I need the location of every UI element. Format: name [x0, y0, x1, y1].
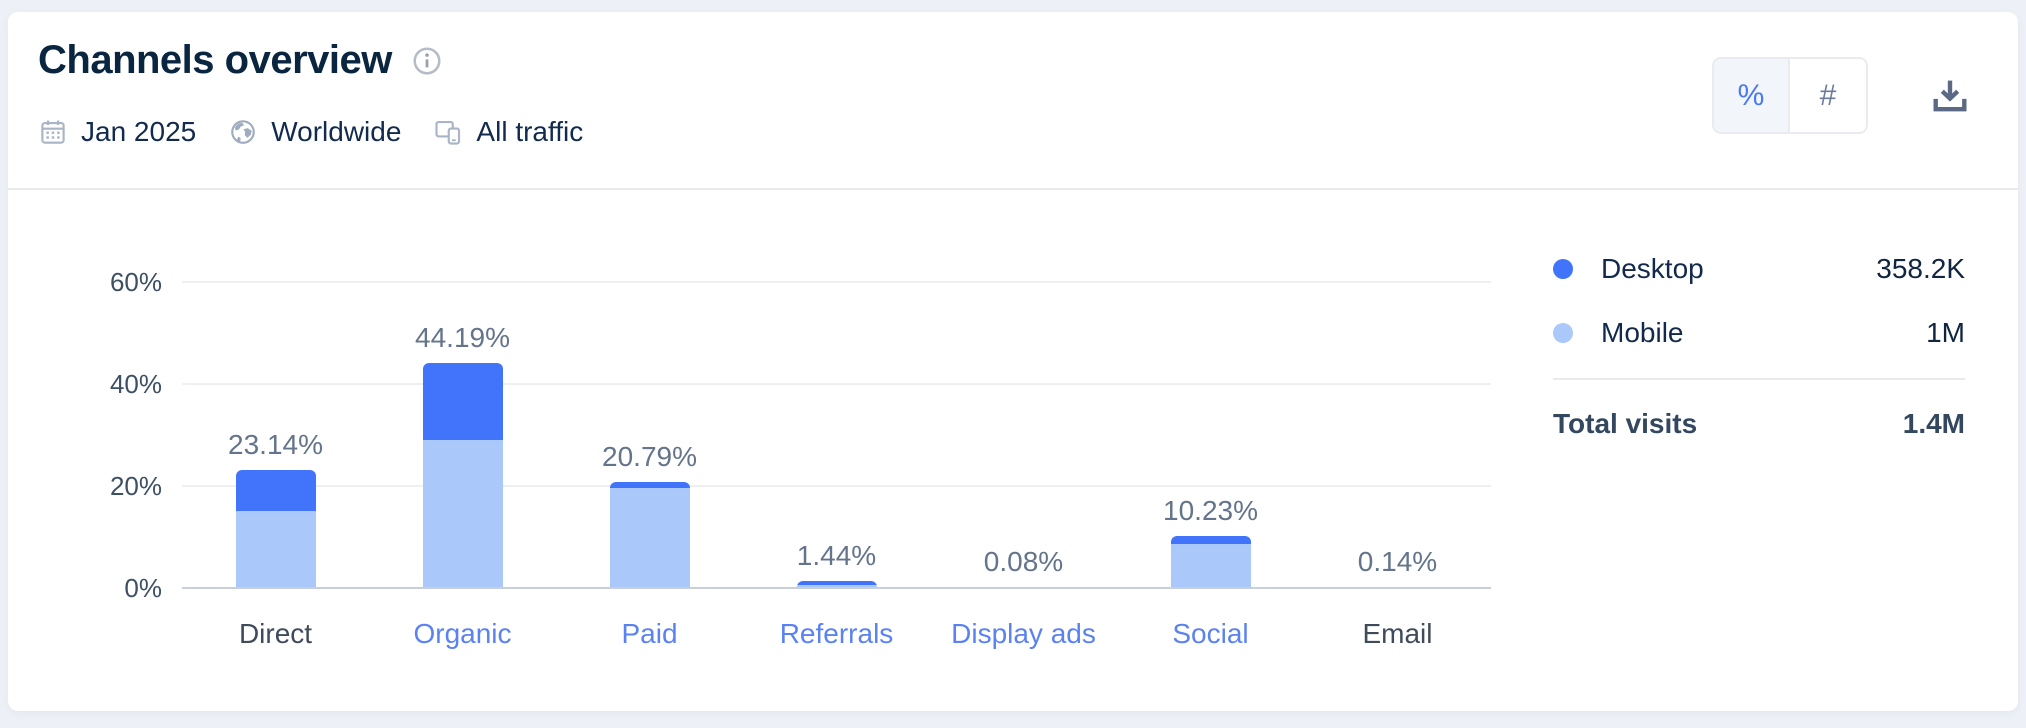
- bar-slot-organic: 44.19%: [369, 322, 556, 588]
- desktop-segment: [422, 362, 503, 440]
- bar-direct[interactable]: [235, 470, 316, 588]
- title-row: Channels overview: [38, 38, 444, 83]
- legend: Desktop 358.2K Mobile 1M Total visits 1.…: [1553, 250, 1965, 440]
- filter-traffic-label: All traffic: [476, 116, 584, 147]
- gridline-60: [182, 281, 1491, 283]
- bar-slot-referrals: 1.44%: [743, 540, 930, 588]
- category-label-display-ads[interactable]: Display ads: [951, 618, 1096, 649]
- filter-date: Jan 2025: [38, 116, 196, 148]
- plot-area: 23.14% 44.19% 20.79% 1.44% 0.08% 10.23% 0.14%: [182, 281, 1491, 589]
- card-header: Channels overview: [8, 12, 2018, 190]
- x-axis-labels: Direct Organic Paid Referrals Display ads Soc…: [182, 618, 1491, 654]
- legend-item-mobile: Mobile 1M: [1553, 314, 1965, 352]
- desktop-segment: [235, 470, 316, 511]
- channels-overview-card: Channels overview: [8, 12, 2018, 711]
- gridline-20: [182, 485, 1491, 487]
- mobile-segment: [235, 510, 316, 588]
- legend-label-desktop: Desktop: [1601, 253, 1704, 284]
- gridline-0: [182, 587, 1491, 589]
- category-label-email: Email: [1362, 618, 1433, 649]
- info-icon[interactable]: [410, 44, 444, 78]
- mobile-color-dot: [1553, 323, 1573, 343]
- bar-value-label-paid: 20.79%: [602, 440, 697, 472]
- filters-row: Jan 2025 Worldwide: [38, 116, 583, 148]
- y-tick-label: 20%: [109, 471, 162, 501]
- mobile-segment: [609, 488, 690, 588]
- mobile-segment: [796, 584, 877, 588]
- gridline-40: [182, 383, 1491, 385]
- bar-value-label-organic: 44.19%: [415, 321, 510, 353]
- number-toggle-button[interactable]: #: [1790, 59, 1866, 132]
- y-tick-label: 60%: [109, 267, 162, 297]
- category-label-referrals[interactable]: Referrals: [779, 618, 894, 649]
- filter-geo: Worldwide: [228, 116, 401, 148]
- category-label-social[interactable]: Social: [1172, 618, 1249, 649]
- category-label-paid[interactable]: Paid: [621, 618, 678, 649]
- bar-value-label-direct: 23.14%: [228, 429, 323, 460]
- bar-slot-social: 10.23%: [1117, 495, 1304, 588]
- total-visits-row: Total visits 1.4M: [1553, 408, 1965, 440]
- filter-geo-label: Worldwide: [271, 116, 402, 147]
- bar-slot-direct: 23.14%: [182, 429, 369, 588]
- mobile-segment: [1170, 543, 1251, 588]
- bar-organic[interactable]: [422, 362, 503, 588]
- bar-referrals[interactable]: [796, 580, 877, 588]
- bar-paid[interactable]: [609, 481, 690, 588]
- calendar-icon: [38, 117, 68, 147]
- bar-value-label-social: 10.23%: [1163, 494, 1258, 526]
- total-visits-label: Total visits: [1553, 408, 1698, 439]
- bar-slot-email: 0.14%: [1304, 546, 1491, 588]
- legend-value-mobile: 1M: [1926, 317, 1965, 348]
- bar-value-label-referrals: 1.44%: [796, 539, 877, 571]
- page-title: Channels overview: [38, 38, 392, 82]
- filter-date-label: Jan 2025: [81, 116, 197, 147]
- category-label-direct: Direct: [238, 618, 313, 649]
- desktop-segment: [796, 580, 877, 585]
- legend-divider: [1553, 378, 1965, 380]
- bar-value-label-display-ads: 0.08%: [983, 546, 1064, 577]
- total-visits-value: 1.4M: [1902, 408, 1965, 439]
- bar-slot-paid: 20.79%: [556, 441, 743, 588]
- percent-toggle-button[interactable]: %: [1714, 59, 1790, 132]
- info-icon-glyph: [413, 46, 441, 75]
- unit-toggle: % #: [1712, 57, 1868, 134]
- legend-label-mobile: Mobile: [1601, 317, 1684, 348]
- header-actions: % #: [1712, 57, 1974, 134]
- bar-value-label-email: 0.14%: [1357, 546, 1438, 577]
- filter-traffic: All traffic: [433, 116, 583, 148]
- mobile-segment: [422, 439, 503, 588]
- bar-slot-display-ads: 0.08%: [930, 546, 1117, 588]
- bar-social[interactable]: [1170, 535, 1251, 588]
- download-icon[interactable]: [1926, 72, 1974, 120]
- legend-item-desktop: Desktop 358.2K: [1553, 250, 1965, 288]
- y-axis: 0% 20% 40% 60%: [8, 269, 162, 601]
- desktop-color-dot: [1553, 259, 1573, 279]
- desktop-segment: [609, 481, 690, 489]
- y-tick-label: 0%: [124, 573, 162, 603]
- devices-icon: [433, 117, 463, 147]
- globe-icon: [228, 117, 258, 147]
- legend-value-desktop: 358.2K: [1876, 253, 1965, 284]
- category-label-organic[interactable]: Organic: [413, 618, 512, 649]
- y-tick-label: 40%: [109, 369, 162, 399]
- desktop-segment: [1170, 535, 1251, 544]
